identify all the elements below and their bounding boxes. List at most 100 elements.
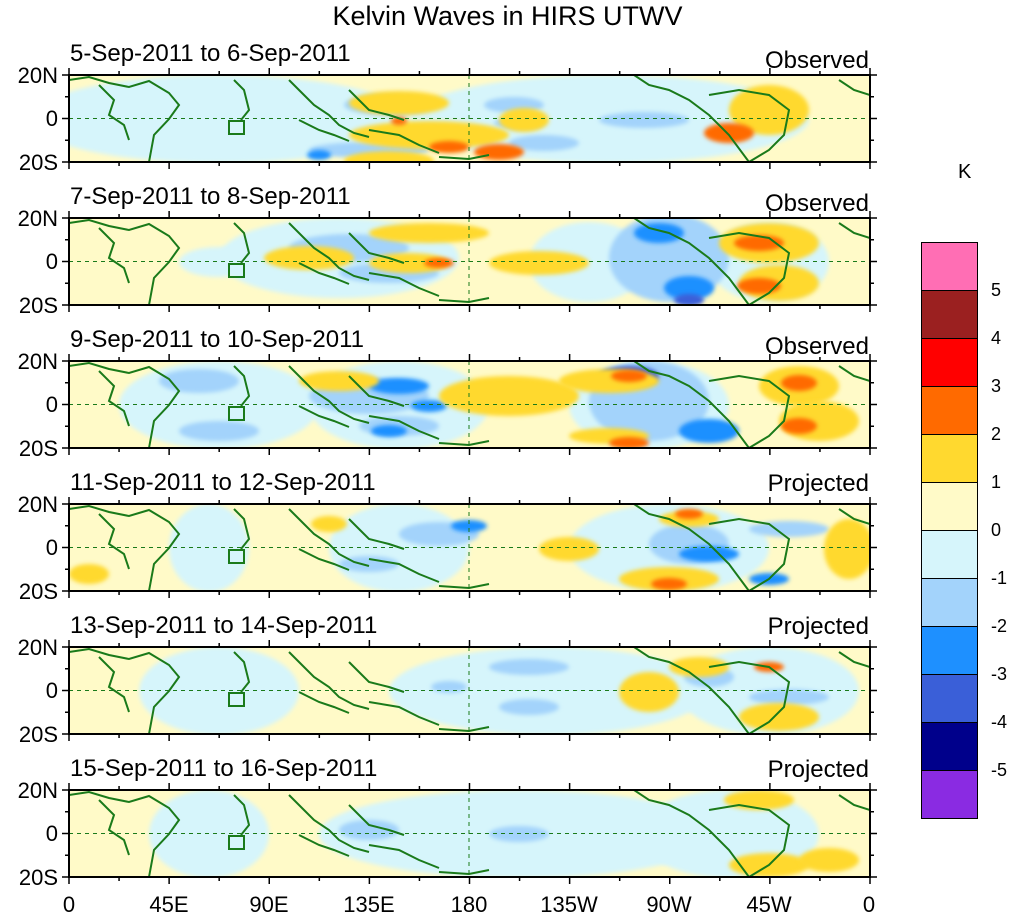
- colorbar-box-10: [921, 674, 978, 723]
- coastline: [368, 415, 440, 440]
- anomaly-contour: [674, 294, 704, 305]
- lat-label-p4-20s: 20S: [18, 579, 58, 604]
- lat-label-p6-20n: 20N: [17, 778, 58, 803]
- colorbar-label-1: 1: [991, 472, 1002, 492]
- anomaly-contour: [749, 689, 829, 705]
- coastline: [838, 508, 870, 525]
- colorbar-box-4: [921, 386, 978, 435]
- coastline: [838, 365, 870, 382]
- lat-label-p3-20s: 20S: [18, 436, 58, 461]
- coastline: [98, 799, 130, 856]
- coastline: [288, 794, 370, 853]
- colorbar-label-m3: -3: [991, 664, 1008, 684]
- anomaly-contour: [474, 144, 524, 160]
- anomaly-contour: [139, 647, 299, 734]
- lat-label-p1-20n: 20N: [17, 63, 58, 88]
- coastline: [633, 504, 750, 591]
- anomaly-contour: [724, 790, 794, 810]
- anomaly-contour: [489, 251, 589, 275]
- anomaly-contour: [424, 258, 454, 268]
- anomaly-contour: [159, 369, 239, 393]
- anomaly-contour: [634, 223, 684, 243]
- anomaly-contour: [611, 370, 647, 382]
- anomaly-contour: [729, 85, 809, 135]
- colorbar-box-1: [921, 242, 978, 291]
- lat-label-p1-20s: 20S: [18, 150, 58, 175]
- coastline: [288, 222, 370, 281]
- anomaly-contour: [429, 141, 469, 153]
- coastline: [348, 804, 405, 836]
- coastline: [69, 218, 181, 305]
- panel-4-kind: Projected: [767, 470, 869, 497]
- coastline: [708, 231, 791, 305]
- anomaly-contour: [264, 246, 354, 270]
- anomaly-contour: [737, 278, 781, 294]
- anomaly-contour: [704, 123, 754, 143]
- lon-label-0: 0: [62, 892, 76, 917]
- coastline: [233, 794, 251, 836]
- anomaly-contour: [344, 151, 434, 162]
- anomaly-contour: [781, 375, 817, 391]
- panel-6-kind: Projected: [767, 756, 869, 783]
- coastline: [348, 661, 405, 693]
- map-panel-5: [62, 640, 877, 741]
- anomaly-contour: [679, 419, 739, 443]
- anomaly-contour: [451, 520, 487, 532]
- coastline: [368, 272, 440, 297]
- lon-label-135e: 135E: [343, 892, 395, 917]
- colorbar-label-m4: -4: [991, 712, 1008, 732]
- colorbar-box-3: [921, 338, 978, 387]
- lat-label-p2-20s: 20S: [18, 293, 58, 318]
- coastline: [98, 227, 130, 284]
- maldives-marker: [228, 692, 245, 707]
- anomaly-contour: [431, 681, 467, 693]
- coastline: [233, 508, 251, 550]
- coastline: [838, 79, 870, 96]
- anomaly-contour: [824, 519, 870, 579]
- coastline: [633, 75, 750, 162]
- panel-5-date: 13-Sep-2011 to 14-Sep-2011: [70, 612, 378, 639]
- panel-3-kind: Observed: [764, 333, 869, 360]
- anomaly-contour: [489, 659, 569, 675]
- coastline: [69, 647, 181, 734]
- anomaly-contour: [739, 703, 819, 731]
- lon-label-45w: 45W: [746, 892, 792, 917]
- map-panel-6: [62, 783, 877, 884]
- colorbar-box-8: [921, 578, 978, 627]
- anomaly-contour: [369, 378, 429, 394]
- anomaly-contour: [371, 425, 407, 437]
- lat-label-p5-20s: 20S: [18, 722, 58, 747]
- lat-label-p1-0: 0: [45, 106, 58, 131]
- lat-label-p4-0: 0: [45, 535, 58, 560]
- colorbar-box-7: [921, 530, 978, 579]
- coastline: [633, 647, 750, 734]
- coastline: [348, 232, 405, 264]
- coastline: [838, 651, 870, 668]
- anomaly-contour: [349, 91, 449, 115]
- colorbar-label-m5: -5: [991, 760, 1008, 780]
- anomaly-contour: [311, 516, 347, 532]
- lon-label-90e: 90E: [249, 892, 289, 917]
- coastline: [288, 79, 370, 138]
- coastline: [298, 691, 350, 714]
- coastline: [288, 365, 370, 424]
- lat-label-p2-20n: 20N: [17, 206, 58, 231]
- colorbar-box-9: [921, 626, 978, 675]
- anomaly-contour: [619, 672, 679, 712]
- coastline: [708, 374, 791, 448]
- anomaly-contour: [651, 578, 687, 590]
- lat-label-p3-20n: 20N: [17, 349, 58, 374]
- coastline: [298, 548, 350, 571]
- coastline: [298, 834, 350, 857]
- coastline: [633, 790, 750, 877]
- anomaly-contour: [669, 657, 729, 677]
- anomaly-contour: [609, 437, 649, 448]
- lat-label-p4-20n: 20N: [17, 492, 58, 517]
- anomaly-contour: [369, 223, 489, 243]
- colorbar-box-11: [921, 722, 978, 771]
- anomaly-contour: [307, 150, 331, 160]
- lat-label-p3-0: 0: [45, 392, 58, 417]
- anomaly-contour: [675, 509, 703, 519]
- coastline: [368, 558, 440, 583]
